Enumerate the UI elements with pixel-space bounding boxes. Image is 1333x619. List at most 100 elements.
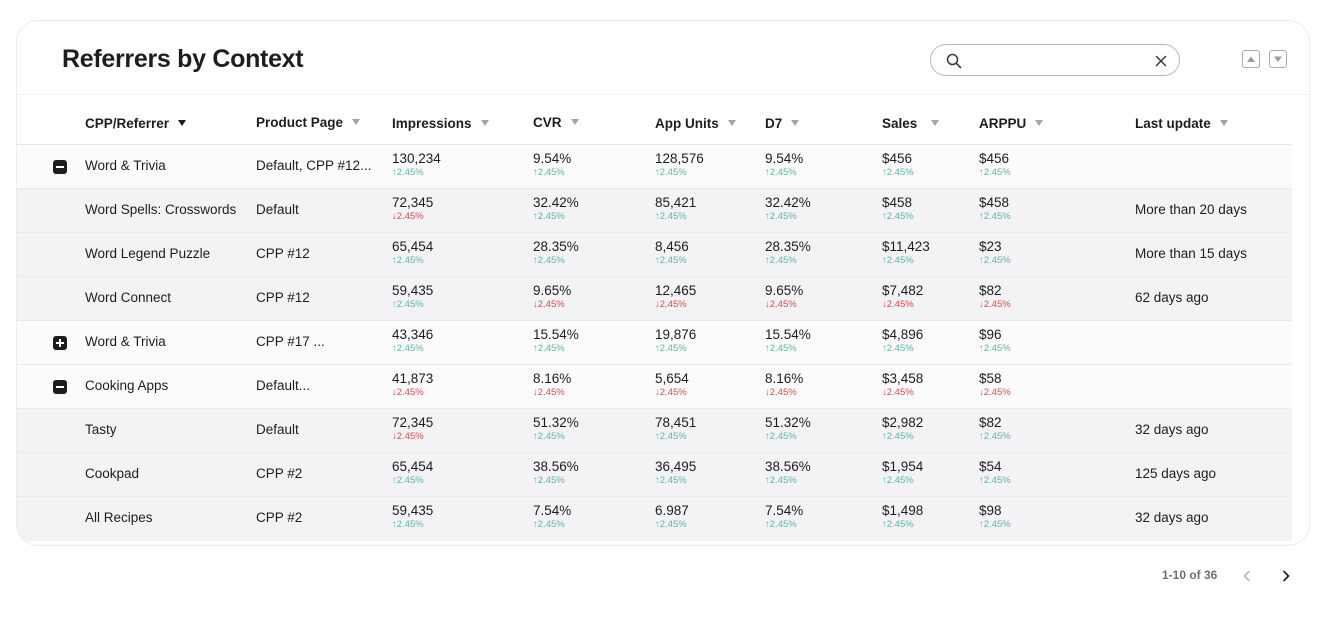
cell-d7: 28.35% ↑2.45% — [765, 239, 811, 267]
metric-change: ↑2.45% — [882, 519, 923, 531]
change-percent: 2.45% — [659, 431, 687, 442]
table-row[interactable]: Word Legend Puzzle CPP #12 65,454 ↑2.45% 28.… — [17, 233, 1292, 277]
col-header-cpp-referrer[interactable]: CPP/Referrer — [85, 116, 187, 131]
col-header-arppu[interactable]: ARPPU — [979, 116, 1044, 131]
referrers-card: Referrers by Context CPP/Referrer — [16, 20, 1310, 546]
col-header-d7[interactable]: D7 — [765, 116, 800, 131]
arrow-up-icon: ↑ — [979, 255, 984, 266]
cell-last-update: 32 days ago — [1135, 510, 1209, 525]
arrow-up-icon: ↑ — [533, 211, 538, 222]
arrow-up-icon: ↑ — [392, 343, 397, 354]
col-label: CVR — [533, 115, 562, 130]
change-percent: 2.45% — [983, 475, 1011, 486]
cell-units: 8,456 ↑2.45% — [655, 239, 689, 267]
cell-cvr: 9.65% ↓2.45% — [533, 283, 571, 311]
cell-sales: $2,982 ↑2.45% — [882, 415, 923, 443]
expand-row-icon[interactable] — [53, 336, 67, 350]
change-percent: 2.45% — [396, 343, 424, 354]
table-row-group[interactable]: Cooking Apps Default... 41,873 ↓2.45% 8.16% ↓… — [17, 365, 1292, 409]
arrow-up-icon: ↑ — [765, 343, 770, 354]
cell-units: 19,876 ↑2.45% — [655, 327, 696, 355]
metric-value: 130,234 — [392, 151, 441, 166]
cell-arppu: $82 ↑2.45% — [979, 415, 1011, 443]
cell-product-page: CPP #2 — [256, 466, 303, 481]
collapse-all-button[interactable] — [1242, 50, 1260, 68]
metric-change: ↑2.45% — [882, 167, 914, 179]
change-percent: 2.45% — [537, 167, 565, 178]
change-percent: 2.45% — [769, 387, 797, 398]
chevron-left-icon[interactable] — [1240, 569, 1254, 583]
search-box[interactable] — [930, 44, 1180, 76]
collapse-row-icon[interactable] — [53, 380, 67, 394]
table-row[interactable]: Tasty Default 72,345 ↓2.45% 51.32% ↑2.45% 78,4… — [17, 409, 1292, 453]
change-percent: 2.45% — [769, 211, 797, 222]
metric-value: 9.65% — [533, 283, 572, 298]
change-percent: 2.45% — [886, 387, 914, 398]
expand-all-button[interactable] — [1269, 50, 1287, 68]
search-input[interactable] — [969, 50, 1149, 70]
metric-change: ↑2.45% — [655, 167, 704, 179]
arrow-up-icon: ↑ — [882, 211, 887, 222]
metric-value: 41,873 — [392, 371, 434, 386]
close-icon[interactable] — [1155, 55, 1167, 67]
cell-units: 78,451 ↑2.45% — [655, 415, 696, 443]
change-percent: 2.45% — [886, 299, 914, 310]
sort-icon — [727, 120, 736, 126]
change-percent: 2.45% — [769, 255, 797, 266]
metric-value: 12,465 — [655, 283, 697, 298]
change-percent: 2.45% — [396, 519, 424, 530]
table-row[interactable]: All Recipes CPP #2 59,435 ↑2.45% 7.54% ↑2.45%… — [17, 497, 1292, 541]
metric-change: ↑2.45% — [979, 167, 1011, 179]
arrow-down-icon: ↓ — [392, 431, 397, 442]
table-row-group[interactable]: Word & Trivia CPP #17 ... 43,346 ↑2.45% 15.5… — [17, 321, 1292, 365]
metric-change: ↑2.45% — [392, 475, 433, 487]
arrow-up-icon: ↑ — [533, 343, 538, 354]
metric-value: 9.65% — [765, 283, 804, 298]
col-label: App Units — [655, 116, 719, 131]
col-header-impressions[interactable]: Impressions — [392, 116, 489, 131]
search-icon — [946, 53, 962, 69]
cell-referrer: Word Connect — [85, 290, 172, 305]
arrow-up-icon: ↑ — [392, 475, 397, 486]
metric-change: ↓2.45% — [882, 299, 923, 311]
table-row[interactable]: Word Connect CPP #12 59,435 ↑2.45% 9.65% ↓2.4… — [17, 277, 1292, 321]
metric-change: ↓2.45% — [533, 299, 571, 311]
col-header-last-update[interactable]: Last update — [1135, 116, 1228, 131]
metric-value: $82 — [979, 283, 1002, 298]
metric-value: 43,346 — [392, 327, 434, 342]
collapse-row-icon[interactable] — [53, 160, 67, 174]
cell-arppu: $54 ↑2.45% — [979, 459, 1011, 487]
metric-change: ↑2.45% — [392, 255, 433, 267]
cell-referrer: Tasty — [85, 422, 117, 437]
arrow-up-icon: ↑ — [533, 167, 538, 178]
metric-value: $23 — [979, 239, 1002, 254]
table-row[interactable]: Word Spells: Crosswords Default 72,345 ↓2.4… — [17, 189, 1292, 233]
arrow-up-icon: ↑ — [533, 255, 538, 266]
arrow-up-icon: ↑ — [979, 167, 984, 178]
col-header-app-units[interactable]: App Units — [655, 116, 736, 131]
table-header: CPP/Referrer Product Page Impressions CV… — [17, 96, 1292, 145]
arrow-down-icon: ↓ — [882, 387, 887, 398]
metric-change: ↑2.45% — [392, 519, 433, 531]
chevron-right-icon[interactable] — [1279, 569, 1293, 583]
arrow-down-icon: ↓ — [392, 387, 397, 398]
col-header-sales[interactable]: Sales — [882, 116, 940, 131]
table-row-group[interactable]: Word & Trivia Default, CPP #12... 130,234 ↑… — [17, 145, 1292, 189]
cell-cvr: 32.42% ↑2.45% — [533, 195, 579, 223]
arrow-up-icon: ↑ — [655, 475, 660, 486]
arrow-up-icon: ↑ — [882, 475, 887, 486]
arrow-up-icon: ↑ — [979, 519, 984, 530]
col-header-cvr[interactable]: CVR — [533, 115, 579, 130]
cell-referrer: Cookpad — [85, 466, 140, 481]
col-label: Impressions — [392, 116, 472, 131]
metric-change: ↓2.45% — [655, 299, 696, 311]
table-row[interactable]: Cookpad CPP #2 65,454 ↑2.45% 38.56% ↑2.45% 36,… — [17, 453, 1292, 497]
metric-change: ↑2.45% — [533, 475, 579, 487]
col-header-product-page[interactable]: Product Page — [256, 115, 361, 130]
arrow-up-icon: ↑ — [392, 167, 397, 178]
metric-change: ↓2.45% — [533, 387, 571, 399]
metric-value: $458 — [979, 195, 1010, 210]
metric-value: $98 — [979, 503, 1002, 518]
metric-value: 6.987 — [655, 503, 689, 518]
metric-value: $4,896 — [882, 327, 924, 342]
